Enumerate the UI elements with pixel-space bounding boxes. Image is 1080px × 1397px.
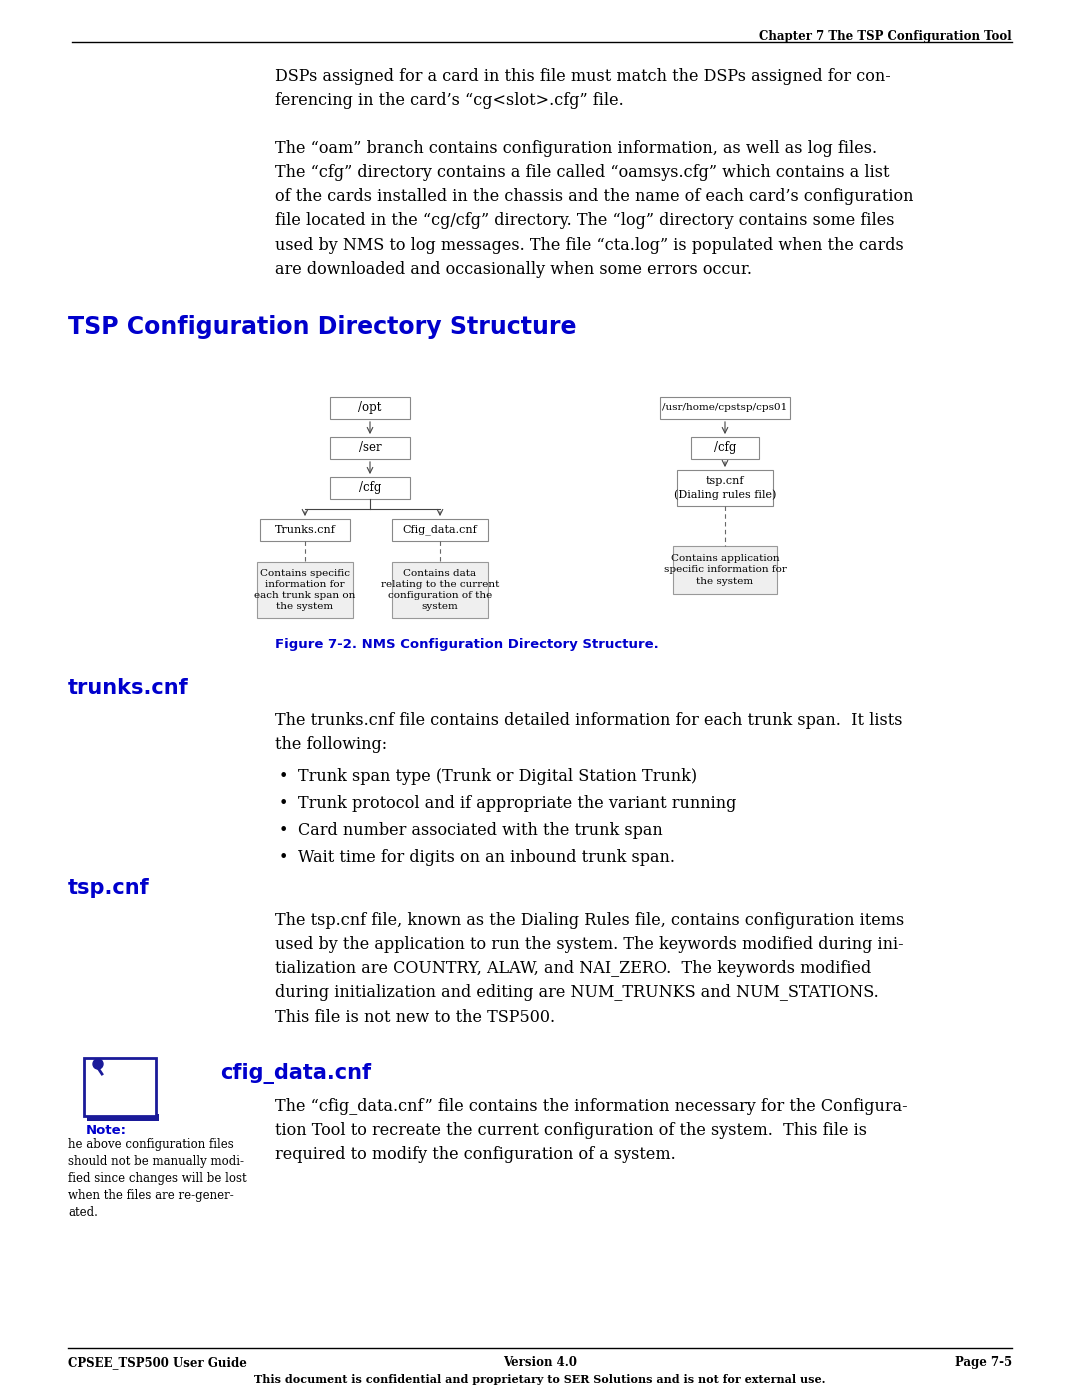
Text: Card number associated with the trunk span: Card number associated with the trunk sp… bbox=[298, 821, 663, 840]
Text: TSP Configuration Directory Structure: TSP Configuration Directory Structure bbox=[68, 314, 577, 339]
Text: The trunks.cnf file contains detailed information for each trunk span.  It lists: The trunks.cnf file contains detailed in… bbox=[275, 712, 903, 753]
FancyBboxPatch shape bbox=[260, 520, 350, 541]
Text: Cfig_data.cnf: Cfig_data.cnf bbox=[403, 525, 477, 535]
Text: Version 4.0: Version 4.0 bbox=[503, 1356, 577, 1369]
Text: The tsp.cnf file, known as the Dialing Rules file, contains configuration items
: The tsp.cnf file, known as the Dialing R… bbox=[275, 912, 904, 1025]
Text: /opt: /opt bbox=[359, 401, 381, 415]
FancyBboxPatch shape bbox=[691, 437, 759, 460]
Text: Contains data
relating to the current
configuration of the
system: Contains data relating to the current co… bbox=[381, 569, 499, 610]
Text: Chapter 7 The TSP Configuration Tool: Chapter 7 The TSP Configuration Tool bbox=[759, 29, 1012, 43]
Text: he above configuration files
should not be manually modi-
fied since changes wil: he above configuration files should not … bbox=[68, 1139, 246, 1220]
Text: This document is confidential and proprietary to SER Solutions and is not for ex: This document is confidential and propri… bbox=[254, 1375, 826, 1384]
FancyBboxPatch shape bbox=[677, 469, 773, 506]
Text: /ser: /ser bbox=[359, 441, 381, 454]
Text: tsp.cnf
(Dialing rules file): tsp.cnf (Dialing rules file) bbox=[674, 476, 777, 500]
Text: Trunks.cnf: Trunks.cnf bbox=[274, 525, 336, 535]
FancyBboxPatch shape bbox=[84, 1058, 156, 1116]
Text: •: • bbox=[279, 821, 287, 840]
Text: Page 7-5: Page 7-5 bbox=[955, 1356, 1012, 1369]
Text: trunks.cnf: trunks.cnf bbox=[68, 678, 189, 698]
FancyBboxPatch shape bbox=[392, 562, 488, 617]
Text: •: • bbox=[279, 849, 287, 866]
Text: Figure 7-2. NMS Configuration Directory Structure.: Figure 7-2. NMS Configuration Directory … bbox=[275, 638, 659, 651]
FancyBboxPatch shape bbox=[257, 562, 353, 617]
Text: tsp.cnf: tsp.cnf bbox=[68, 877, 150, 898]
FancyBboxPatch shape bbox=[330, 437, 410, 460]
FancyBboxPatch shape bbox=[673, 546, 777, 594]
FancyBboxPatch shape bbox=[392, 520, 488, 541]
Text: /cfg: /cfg bbox=[359, 482, 381, 495]
Text: Contains specific
information for
each trunk span on
the system: Contains specific information for each t… bbox=[254, 569, 355, 610]
Text: /usr/home/cpstsp/cps01: /usr/home/cpstsp/cps01 bbox=[662, 404, 787, 412]
Text: CPSEE_TSP500 User Guide: CPSEE_TSP500 User Guide bbox=[68, 1356, 247, 1369]
Text: •: • bbox=[279, 768, 287, 785]
Text: Trunk span type (Trunk or Digital Station Trunk): Trunk span type (Trunk or Digital Statio… bbox=[298, 768, 697, 785]
Text: Contains application
specific information for
the system: Contains application specific informatio… bbox=[663, 555, 786, 585]
Text: The “oam” branch contains configuration information, as well as log files.
The “: The “oam” branch contains configuration … bbox=[275, 140, 914, 278]
Text: /cfg: /cfg bbox=[714, 441, 737, 454]
Text: Wait time for digits on an inbound trunk span.: Wait time for digits on an inbound trunk… bbox=[298, 849, 675, 866]
Circle shape bbox=[93, 1059, 103, 1069]
FancyBboxPatch shape bbox=[330, 397, 410, 419]
Text: •: • bbox=[279, 795, 287, 812]
Text: Trunk protocol and if appropriate the variant running: Trunk protocol and if appropriate the va… bbox=[298, 795, 737, 812]
FancyBboxPatch shape bbox=[330, 476, 410, 499]
Text: cfig_data.cnf: cfig_data.cnf bbox=[220, 1063, 372, 1084]
Text: DSPs assigned for a card in this file must match the DSPs assigned for con-
fere: DSPs assigned for a card in this file mu… bbox=[275, 68, 891, 109]
FancyBboxPatch shape bbox=[87, 1113, 159, 1120]
FancyBboxPatch shape bbox=[660, 397, 789, 419]
Text: Note:: Note: bbox=[86, 1125, 127, 1137]
Text: The “cfig_data.cnf” file contains the information necessary for the Configura-
t: The “cfig_data.cnf” file contains the in… bbox=[275, 1098, 907, 1164]
